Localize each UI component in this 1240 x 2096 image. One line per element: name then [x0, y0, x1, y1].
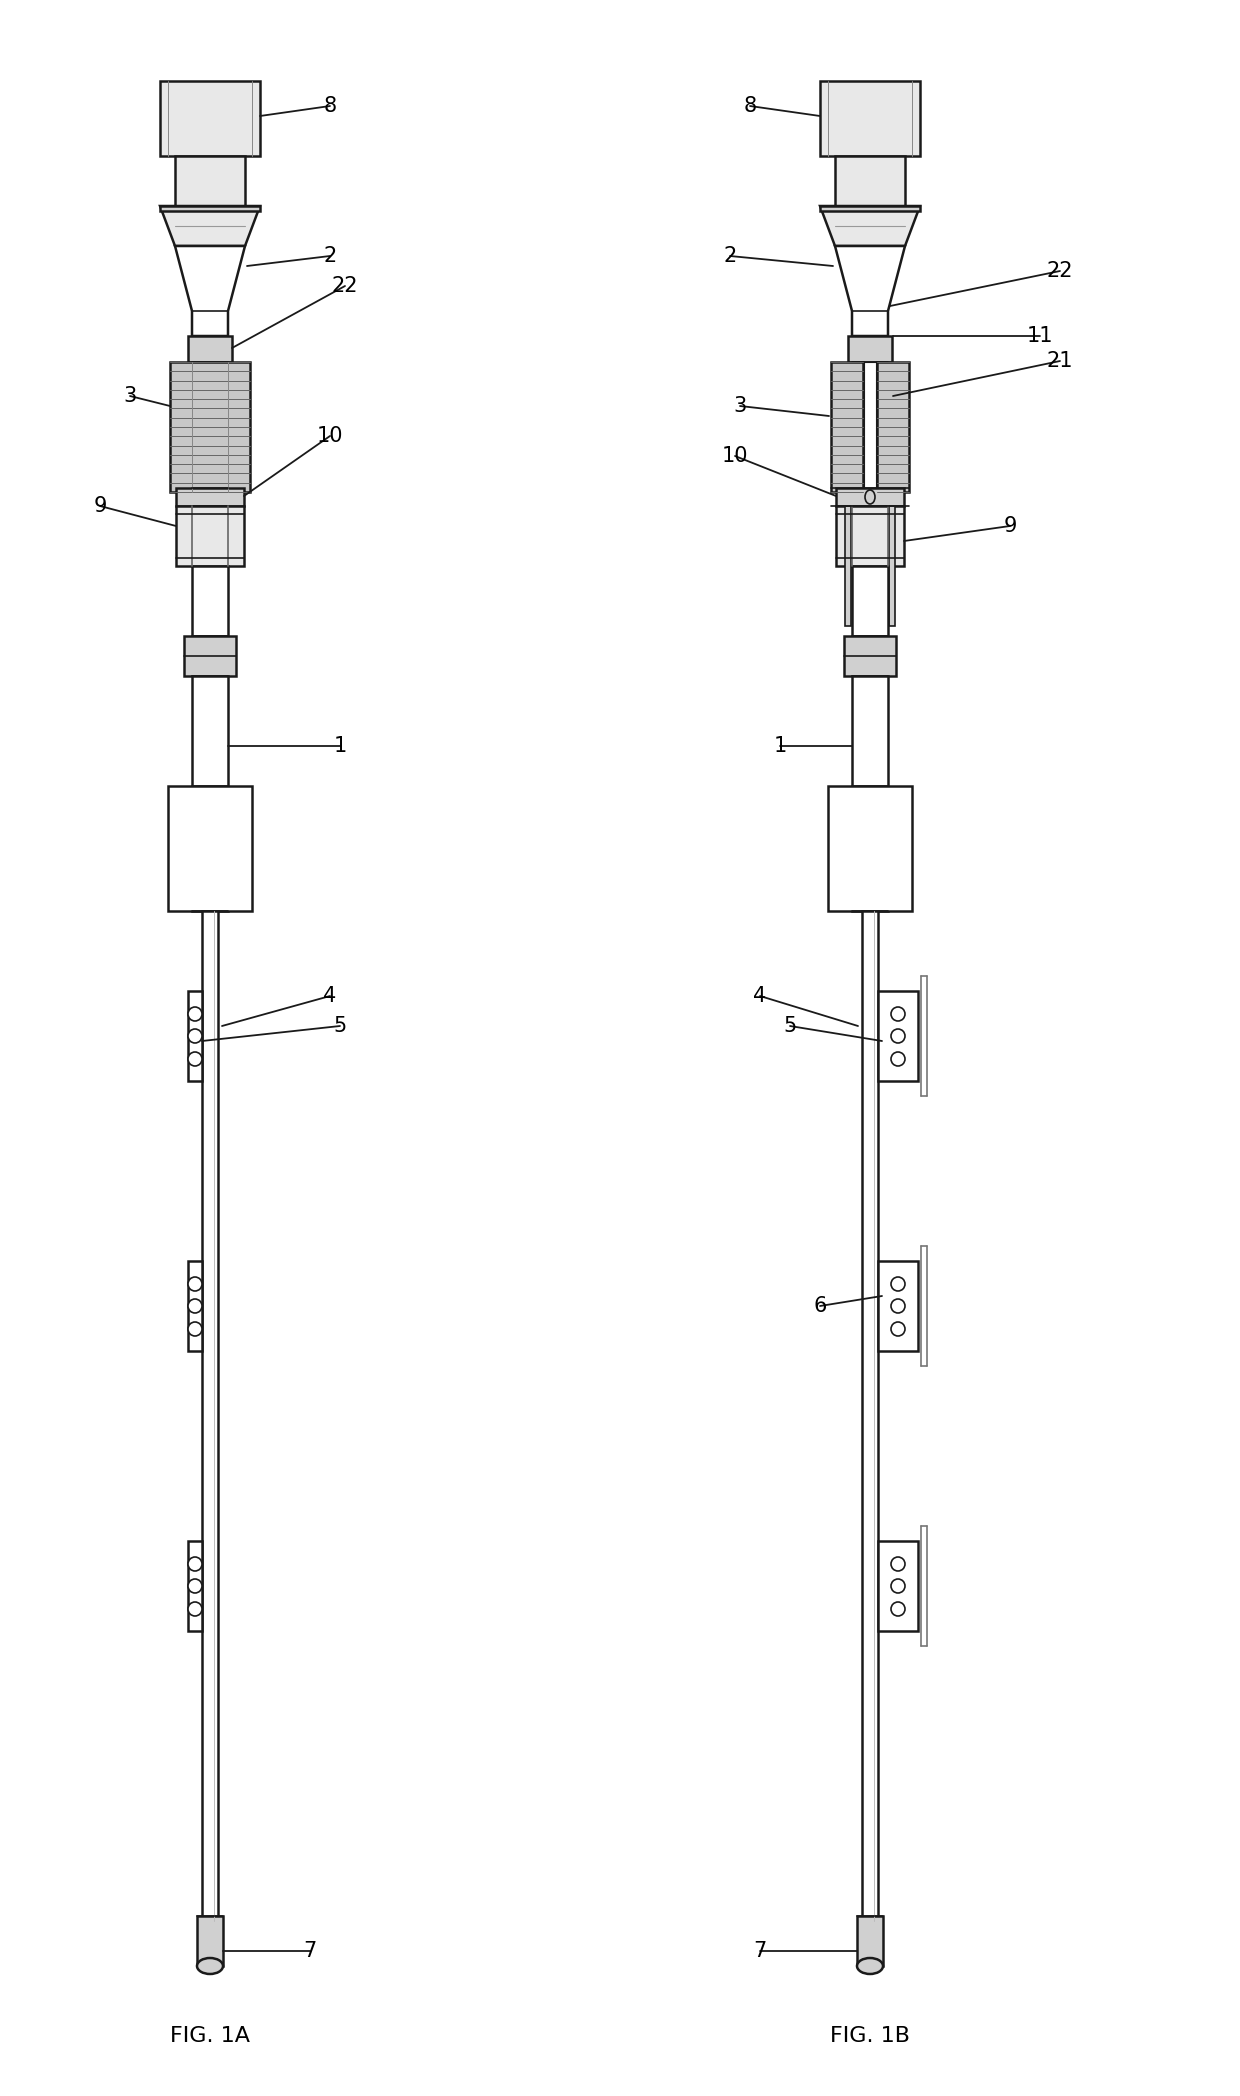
Text: 10: 10 [316, 425, 343, 446]
Circle shape [188, 1578, 202, 1593]
Text: 3: 3 [733, 396, 746, 415]
Circle shape [892, 1300, 905, 1312]
Text: 11: 11 [1027, 327, 1053, 346]
Bar [844, 635, 897, 677]
Bar [848, 335, 892, 363]
Bar [852, 677, 888, 912]
Circle shape [892, 1006, 905, 1021]
Bar [202, 912, 218, 1922]
Bar [188, 991, 202, 1082]
Circle shape [892, 1601, 905, 1616]
Ellipse shape [866, 490, 875, 503]
Bar [160, 82, 260, 155]
Circle shape [188, 1052, 202, 1067]
Text: 7: 7 [754, 1941, 766, 1962]
Bar [175, 155, 246, 205]
Bar [836, 505, 904, 566]
Text: 2: 2 [723, 245, 737, 266]
Circle shape [188, 1601, 202, 1616]
Text: 4: 4 [754, 985, 766, 1006]
Bar [835, 155, 905, 205]
Circle shape [892, 1578, 905, 1593]
Bar [877, 363, 909, 493]
Bar [820, 205, 920, 212]
Circle shape [892, 1029, 905, 1044]
Circle shape [892, 1557, 905, 1572]
Text: 1: 1 [334, 736, 347, 757]
Bar [878, 991, 918, 1082]
Polygon shape [160, 205, 260, 245]
Bar [831, 363, 863, 493]
Bar [844, 505, 851, 627]
Bar [176, 488, 244, 505]
Text: 22: 22 [1047, 262, 1074, 281]
Text: 22: 22 [332, 277, 358, 296]
Bar [820, 82, 920, 155]
Circle shape [892, 1276, 905, 1291]
Circle shape [188, 1276, 202, 1291]
Bar [197, 1916, 223, 1966]
Bar [857, 1916, 883, 1966]
Bar [828, 786, 911, 912]
Bar [889, 505, 895, 627]
Bar [862, 912, 878, 1922]
Text: 8: 8 [324, 96, 336, 115]
Bar [188, 1262, 202, 1352]
Bar [836, 488, 904, 505]
Polygon shape [175, 245, 246, 335]
Bar [192, 677, 228, 912]
Circle shape [188, 1029, 202, 1044]
Polygon shape [820, 205, 920, 245]
Bar [184, 635, 236, 677]
Bar [878, 1262, 918, 1352]
Ellipse shape [197, 1958, 223, 1974]
Circle shape [188, 1006, 202, 1021]
Circle shape [188, 1323, 202, 1335]
Text: 21: 21 [1047, 350, 1074, 371]
Polygon shape [835, 245, 905, 335]
Bar [852, 566, 888, 635]
Text: 8: 8 [744, 96, 756, 115]
Text: 9: 9 [1003, 516, 1017, 537]
Circle shape [892, 1323, 905, 1335]
Text: 4: 4 [324, 985, 336, 1006]
Bar [170, 363, 250, 493]
Text: 5: 5 [784, 1017, 796, 1035]
Text: 1: 1 [774, 736, 786, 757]
Bar [864, 363, 875, 493]
Bar [167, 786, 252, 912]
Bar [188, 1541, 202, 1631]
Text: 2: 2 [324, 245, 336, 266]
Bar [160, 205, 260, 212]
Text: FIG. 1A: FIG. 1A [170, 2027, 250, 2046]
Text: 5: 5 [334, 1017, 347, 1035]
Circle shape [188, 1300, 202, 1312]
Text: 7: 7 [304, 1941, 316, 1962]
Text: FIG. 1B: FIG. 1B [830, 2027, 910, 2046]
Text: 6: 6 [813, 1295, 827, 1316]
Circle shape [188, 1557, 202, 1572]
Bar [176, 505, 244, 566]
Bar [188, 335, 232, 363]
Text: 10: 10 [722, 446, 748, 465]
Bar [878, 1541, 918, 1631]
Bar [192, 566, 228, 635]
Ellipse shape [857, 1958, 883, 1974]
Circle shape [892, 1052, 905, 1067]
Text: 3: 3 [123, 386, 136, 407]
Text: 9: 9 [93, 497, 107, 516]
